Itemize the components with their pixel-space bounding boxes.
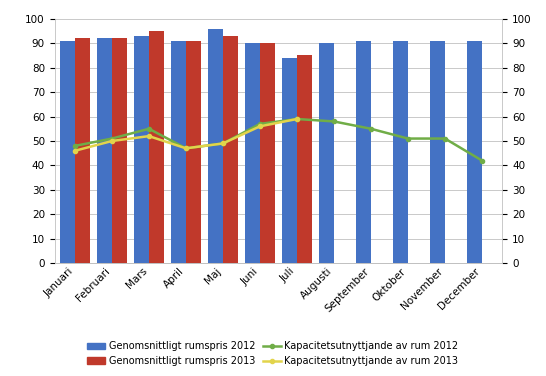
Bar bbox=[260, 43, 275, 263]
Bar bbox=[297, 55, 312, 263]
Bar bbox=[319, 43, 334, 263]
Bar bbox=[393, 41, 408, 263]
Bar bbox=[186, 41, 201, 263]
Bar bbox=[245, 43, 260, 263]
Bar bbox=[282, 58, 297, 263]
Bar bbox=[75, 38, 90, 263]
Bar bbox=[223, 36, 238, 263]
Bar bbox=[149, 31, 164, 263]
Bar bbox=[134, 36, 149, 263]
Bar bbox=[208, 29, 223, 263]
Legend: Genomsnittligt rumspris 2012, Genomsnittligt rumspris 2013, Kapacitetsutnyttjand: Genomsnittligt rumspris 2012, Genomsnitt… bbox=[82, 337, 464, 371]
Bar bbox=[430, 41, 445, 263]
Bar bbox=[467, 41, 482, 263]
Bar bbox=[97, 38, 112, 263]
Bar bbox=[171, 41, 186, 263]
Bar bbox=[356, 41, 371, 263]
Bar bbox=[60, 41, 75, 263]
Bar bbox=[112, 38, 127, 263]
